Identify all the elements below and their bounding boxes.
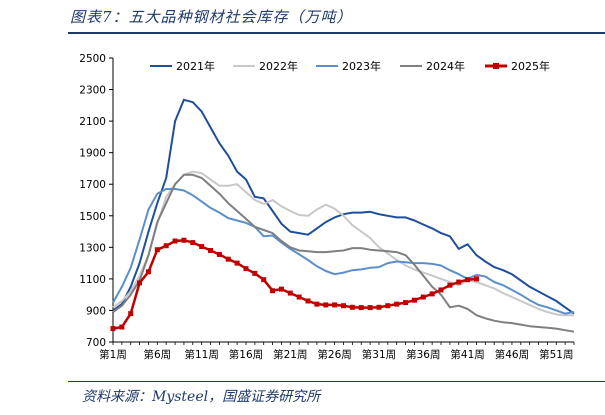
source-note: 资料来源：Mysteel，国盛证券研究所 bbox=[82, 389, 321, 405]
series-line-2023年 bbox=[112, 188, 575, 315]
series-point bbox=[119, 324, 125, 330]
x-tick-label: 第41周 bbox=[450, 348, 484, 361]
series-point bbox=[341, 303, 346, 309]
legend-label: 2022年 bbox=[259, 59, 298, 73]
series-point bbox=[385, 303, 391, 309]
x-tick-label: 第31周 bbox=[362, 348, 396, 361]
legend-label: 2024年 bbox=[426, 59, 465, 73]
series-point bbox=[403, 300, 409, 306]
series-point bbox=[323, 302, 329, 308]
x-tick-label: 第16周 bbox=[229, 348, 263, 361]
title-rule bbox=[68, 32, 605, 34]
series-point bbox=[305, 298, 311, 304]
x-tick-label: 第46周 bbox=[495, 348, 529, 361]
y-tick-label: 700 bbox=[86, 337, 106, 349]
x-tick-label: 第6周 bbox=[143, 348, 171, 361]
series-line-2024年 bbox=[112, 173, 575, 333]
y-tick-label: 1300 bbox=[79, 242, 106, 254]
series-point bbox=[376, 304, 382, 310]
series-point bbox=[429, 291, 435, 297]
x-tick-label: 第11周 bbox=[184, 348, 218, 361]
series-line-2021年 bbox=[112, 98, 575, 315]
series-point bbox=[420, 294, 426, 300]
series-point bbox=[447, 282, 453, 288]
series-point bbox=[270, 288, 276, 294]
series-point bbox=[349, 304, 355, 310]
series-point bbox=[172, 238, 178, 244]
series-point bbox=[225, 256, 231, 262]
y-tick-label: 900 bbox=[86, 305, 106, 317]
series-point bbox=[438, 287, 444, 293]
y-axis-ticks: 700 900 1100 1300 1500 1700 1900 2100 2300 2500 bbox=[79, 53, 113, 349]
x-tick-label: 第51周 bbox=[539, 348, 573, 361]
series-point bbox=[137, 280, 143, 286]
series-point bbox=[314, 301, 320, 307]
series-point bbox=[190, 240, 196, 246]
series-point bbox=[332, 302, 338, 308]
series-point bbox=[367, 305, 373, 311]
y-tick-label: 2500 bbox=[79, 53, 106, 65]
series-point bbox=[394, 301, 400, 307]
series-line-2022年 bbox=[112, 170, 574, 317]
x-tick-label: 第21周 bbox=[273, 348, 307, 361]
series-point bbox=[473, 276, 479, 282]
y-tick-label: 1900 bbox=[79, 148, 106, 160]
series-point bbox=[278, 286, 284, 292]
x-tick-label: 第26周 bbox=[317, 348, 351, 361]
y-tick-label: 1500 bbox=[79, 211, 106, 223]
chart-axes bbox=[112, 58, 574, 343]
series-point bbox=[358, 305, 364, 311]
series-point bbox=[261, 277, 267, 283]
series-lines bbox=[110, 98, 575, 333]
y-tick-label: 2300 bbox=[79, 85, 106, 97]
series-point bbox=[128, 311, 134, 317]
series-point bbox=[287, 290, 293, 296]
y-tick-label: 1700 bbox=[79, 179, 106, 191]
chart-legend: 2021年 2022年 2023年 2024年 2025年 bbox=[150, 59, 550, 73]
series-point bbox=[252, 270, 258, 276]
series-point bbox=[411, 297, 417, 303]
legend-marker bbox=[493, 63, 499, 69]
figure-title: 图表7：五大品种钢材社会库存（万吨） bbox=[70, 8, 353, 26]
series-point bbox=[465, 277, 471, 283]
series-point bbox=[145, 269, 151, 275]
legend-label: 2021年 bbox=[176, 59, 215, 73]
series-point bbox=[208, 247, 214, 253]
legend-label: 2025年 bbox=[511, 59, 550, 73]
x-axis-ticks: 第1周 第6周 第11周 第16周 第21周 第26周 第31周 第36周 第41周 第46周 第5… bbox=[99, 342, 575, 361]
series-point bbox=[154, 247, 160, 253]
series-point bbox=[181, 237, 187, 243]
series-point bbox=[456, 279, 462, 285]
series-point bbox=[216, 251, 222, 257]
series-point bbox=[199, 244, 205, 250]
series-point bbox=[296, 294, 302, 300]
series-point bbox=[110, 326, 116, 332]
y-tick-label: 2100 bbox=[79, 116, 106, 128]
y-tick-label: 1100 bbox=[79, 274, 106, 286]
series-point bbox=[163, 243, 169, 249]
x-tick-label: 第36周 bbox=[406, 348, 440, 361]
x-tick-label: 第1周 bbox=[99, 348, 127, 361]
series-line-2025年 bbox=[112, 238, 477, 330]
legend-label: 2023年 bbox=[342, 59, 381, 73]
source-rule bbox=[68, 381, 605, 382]
series-point bbox=[243, 266, 249, 272]
series-point bbox=[234, 260, 240, 266]
